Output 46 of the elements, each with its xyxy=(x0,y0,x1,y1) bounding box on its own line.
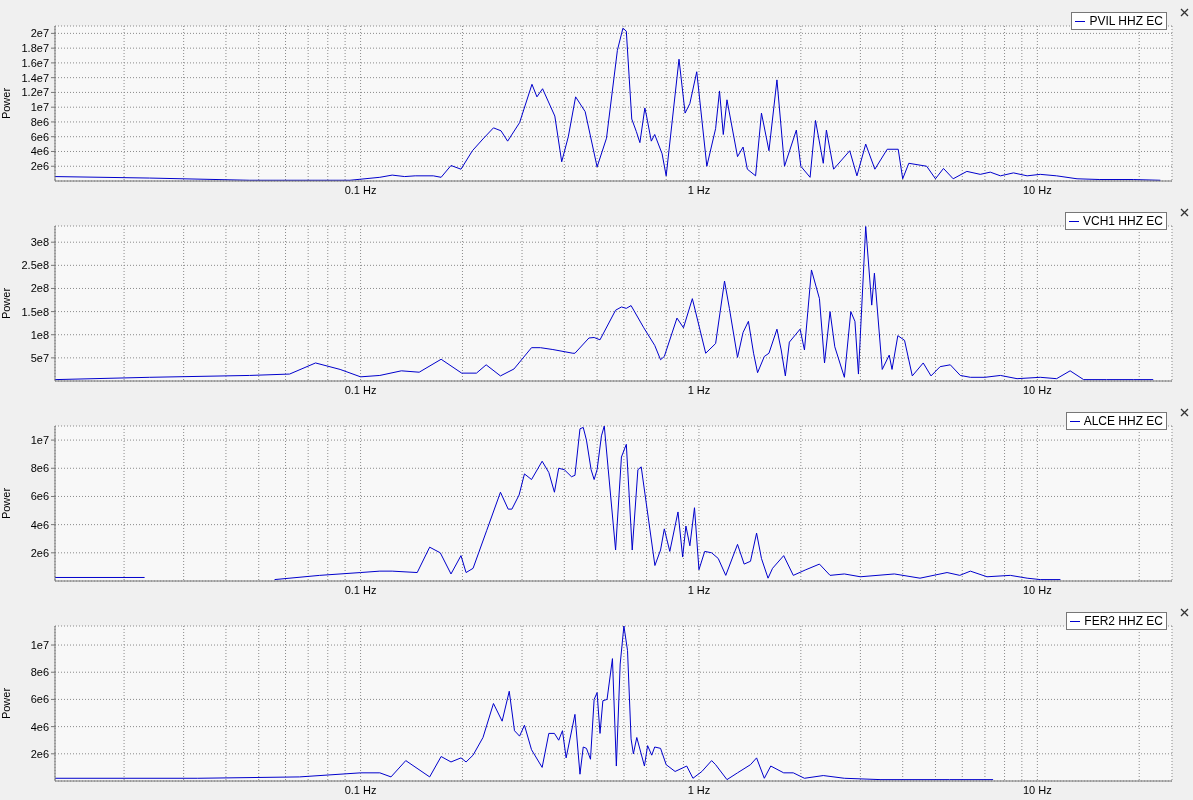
y-tick-label: 6e6 xyxy=(30,490,49,503)
y-tick-label: 1.2e7 xyxy=(21,86,49,99)
y-tick-label: 1e7 xyxy=(30,638,49,651)
x-tick-label: 0.1 Hz xyxy=(344,183,377,196)
x-tick-label: 10 Hz xyxy=(1022,183,1052,196)
y-tick-label: 1.8e7 xyxy=(21,42,49,55)
y-tick-label: 1.4e7 xyxy=(21,71,49,84)
y-tick-label: 1e7 xyxy=(30,101,49,114)
x-tick-label: 10 Hz xyxy=(1022,583,1052,596)
y-tick-label: 5e7 xyxy=(30,351,49,364)
y-axis-title: Power xyxy=(0,487,12,520)
x-tick-label: 10 Hz xyxy=(1022,383,1052,396)
y-axis-title: Power xyxy=(0,87,12,120)
y-tick-label: 4e6 xyxy=(30,518,49,531)
y-tick-label: 1e7 xyxy=(30,434,49,446)
legend-label: ALCE HHZ EC xyxy=(1083,414,1163,428)
y-tick-label: 6e6 xyxy=(30,693,49,706)
x-tick-label: 1 Hz xyxy=(687,183,711,196)
y-tick-label: 1e8 xyxy=(30,328,49,341)
legend-label: FER2 HHZ EC xyxy=(1084,614,1163,628)
legend-label: VCH1 HHZ EC xyxy=(1082,214,1163,228)
y-tick-label: 1.6e7 xyxy=(21,56,49,69)
y-tick-label: 4e6 xyxy=(30,145,49,158)
y-axis-title: Power xyxy=(0,287,12,320)
x-tick-label: 0.1 Hz xyxy=(344,583,377,596)
y-tick-label: 6e6 xyxy=(30,130,49,143)
x-tick-label: 1 Hz xyxy=(687,583,711,596)
y-tick-label: 3e8 xyxy=(30,236,49,249)
x-tick-label: 1 Hz xyxy=(687,783,711,796)
y-tick-label: 2.5e8 xyxy=(21,259,49,272)
y-tick-label: 8e6 xyxy=(30,115,49,128)
y-tick-label: 8e6 xyxy=(30,666,49,679)
y-tick-label: 2e6 xyxy=(30,160,49,173)
x-tick-label: 10 Hz xyxy=(1022,783,1052,796)
y-tick-label: 2e6 xyxy=(30,546,49,559)
y-axis-title: Power xyxy=(0,687,12,720)
y-tick-label: 2e7 xyxy=(30,27,49,40)
y-tick-label: 8e6 xyxy=(30,462,49,475)
y-tick-label: 1.5e8 xyxy=(21,305,49,318)
y-tick-label: 4e6 xyxy=(30,720,49,733)
y-tick-label: 2e6 xyxy=(30,747,49,760)
x-tick-label: 0.1 Hz xyxy=(344,783,377,796)
x-tick-label: 1 Hz xyxy=(687,383,711,396)
legend-label: PVIL HHZ EC xyxy=(1089,14,1163,28)
x-tick-label: 0.1 Hz xyxy=(344,383,377,396)
y-tick-label: 2e8 xyxy=(30,282,49,295)
